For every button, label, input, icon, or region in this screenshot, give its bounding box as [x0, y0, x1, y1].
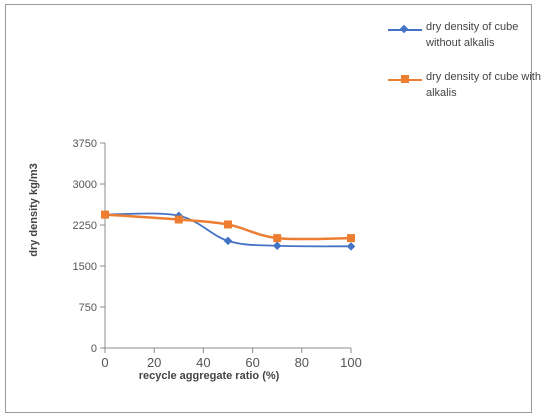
axes: [100, 142, 352, 353]
data-point-diamond: [346, 242, 356, 251]
y-tick-label: 2250: [73, 220, 97, 232]
y-tick-label: 750: [79, 302, 97, 314]
data-point-square: [273, 234, 282, 243]
y-tick-label: 0: [91, 343, 97, 355]
y-tick-label: 1500: [73, 261, 97, 273]
series-markers: [100, 210, 356, 251]
data-point-diamond: [272, 241, 282, 251]
data-point-square: [347, 234, 355, 243]
line-chart: 0 750 1500 2250 3000 3750 0 20 40 60 80 100 recycl…: [28, 138, 362, 382]
x-tick-label: 0: [101, 355, 108, 370]
x-tick-labels: 0 20 40 60 80 100: [101, 355, 361, 370]
x-tick-label: 80: [295, 355, 309, 370]
chart-frame: 0 750 1500 2250 3000 3750 0 20 40 60 80 100 recycl…: [5, 4, 541, 413]
legend-item-with-alkalis: dry density of cube with alkalis: [388, 69, 541, 119]
x-axis-label: recycle aggregate ratio (%): [139, 370, 280, 382]
y-axis-label: dry density kg/m3: [28, 163, 40, 257]
legend-diamond-marker: [399, 24, 409, 34]
y-tick-labels: 0 750 1500 2250 3000 3750: [73, 138, 97, 355]
x-tick-label: 40: [196, 355, 210, 370]
data-point-diamond: [223, 236, 233, 246]
x-tick-label: 20: [147, 355, 161, 370]
data-point-square: [174, 215, 183, 224]
legend-label: dry density of cube with alkalis: [426, 71, 541, 99]
data-point-square: [224, 220, 232, 229]
legend-label: dry density of cube without alkalis: [426, 21, 519, 49]
y-tick-label: 3000: [73, 179, 97, 191]
legend-square-marker: [401, 75, 409, 83]
x-tick-label: 60: [245, 355, 259, 370]
legend: dry density of cube without alkalis dry …: [388, 19, 541, 119]
x-tick-label: 100: [340, 355, 362, 370]
y-tick-label: 3750: [73, 138, 97, 150]
legend-item-without-alkalis: dry density of cube without alkalis: [388, 19, 538, 69]
data-point-square: [101, 210, 109, 219]
